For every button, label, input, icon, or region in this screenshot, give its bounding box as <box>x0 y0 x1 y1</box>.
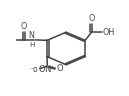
Text: N: N <box>29 31 35 40</box>
Text: O: O <box>39 65 45 74</box>
Text: N: N <box>44 65 51 74</box>
Text: OH: OH <box>103 28 115 36</box>
Text: O: O <box>56 64 63 73</box>
Text: O: O <box>89 14 95 23</box>
Text: +: + <box>49 65 54 70</box>
Text: O: O <box>21 22 27 31</box>
Text: H: H <box>29 42 35 48</box>
Text: ⁻o: ⁻o <box>29 65 38 74</box>
